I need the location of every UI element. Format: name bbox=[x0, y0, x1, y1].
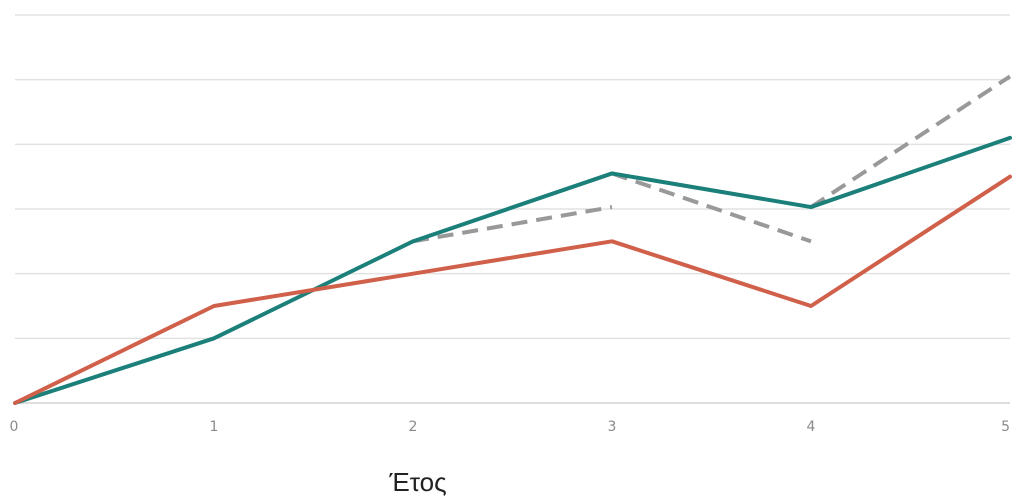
x-tick-label: 4 bbox=[807, 419, 816, 435]
x-tick-label: 3 bbox=[608, 419, 617, 435]
series-layer bbox=[13, 74, 1012, 405]
dashed-series-line bbox=[412, 205, 613, 244]
series-line bbox=[13, 174, 1012, 405]
gridlines bbox=[15, 14, 1010, 404]
dashed-series-line bbox=[809, 74, 1012, 209]
x-tick-label: 0 bbox=[10, 419, 19, 435]
x-tick-label: 2 bbox=[409, 419, 418, 435]
x-tick-labels: 0 1 2 3 4 5 bbox=[10, 419, 1010, 435]
x-tick-label: 1 bbox=[210, 419, 219, 435]
x-tick-label: 5 bbox=[1001, 419, 1010, 435]
series-line bbox=[13, 135, 1012, 405]
x-axis-title: Έτος bbox=[388, 467, 446, 497]
dashed-series-line bbox=[611, 171, 812, 244]
